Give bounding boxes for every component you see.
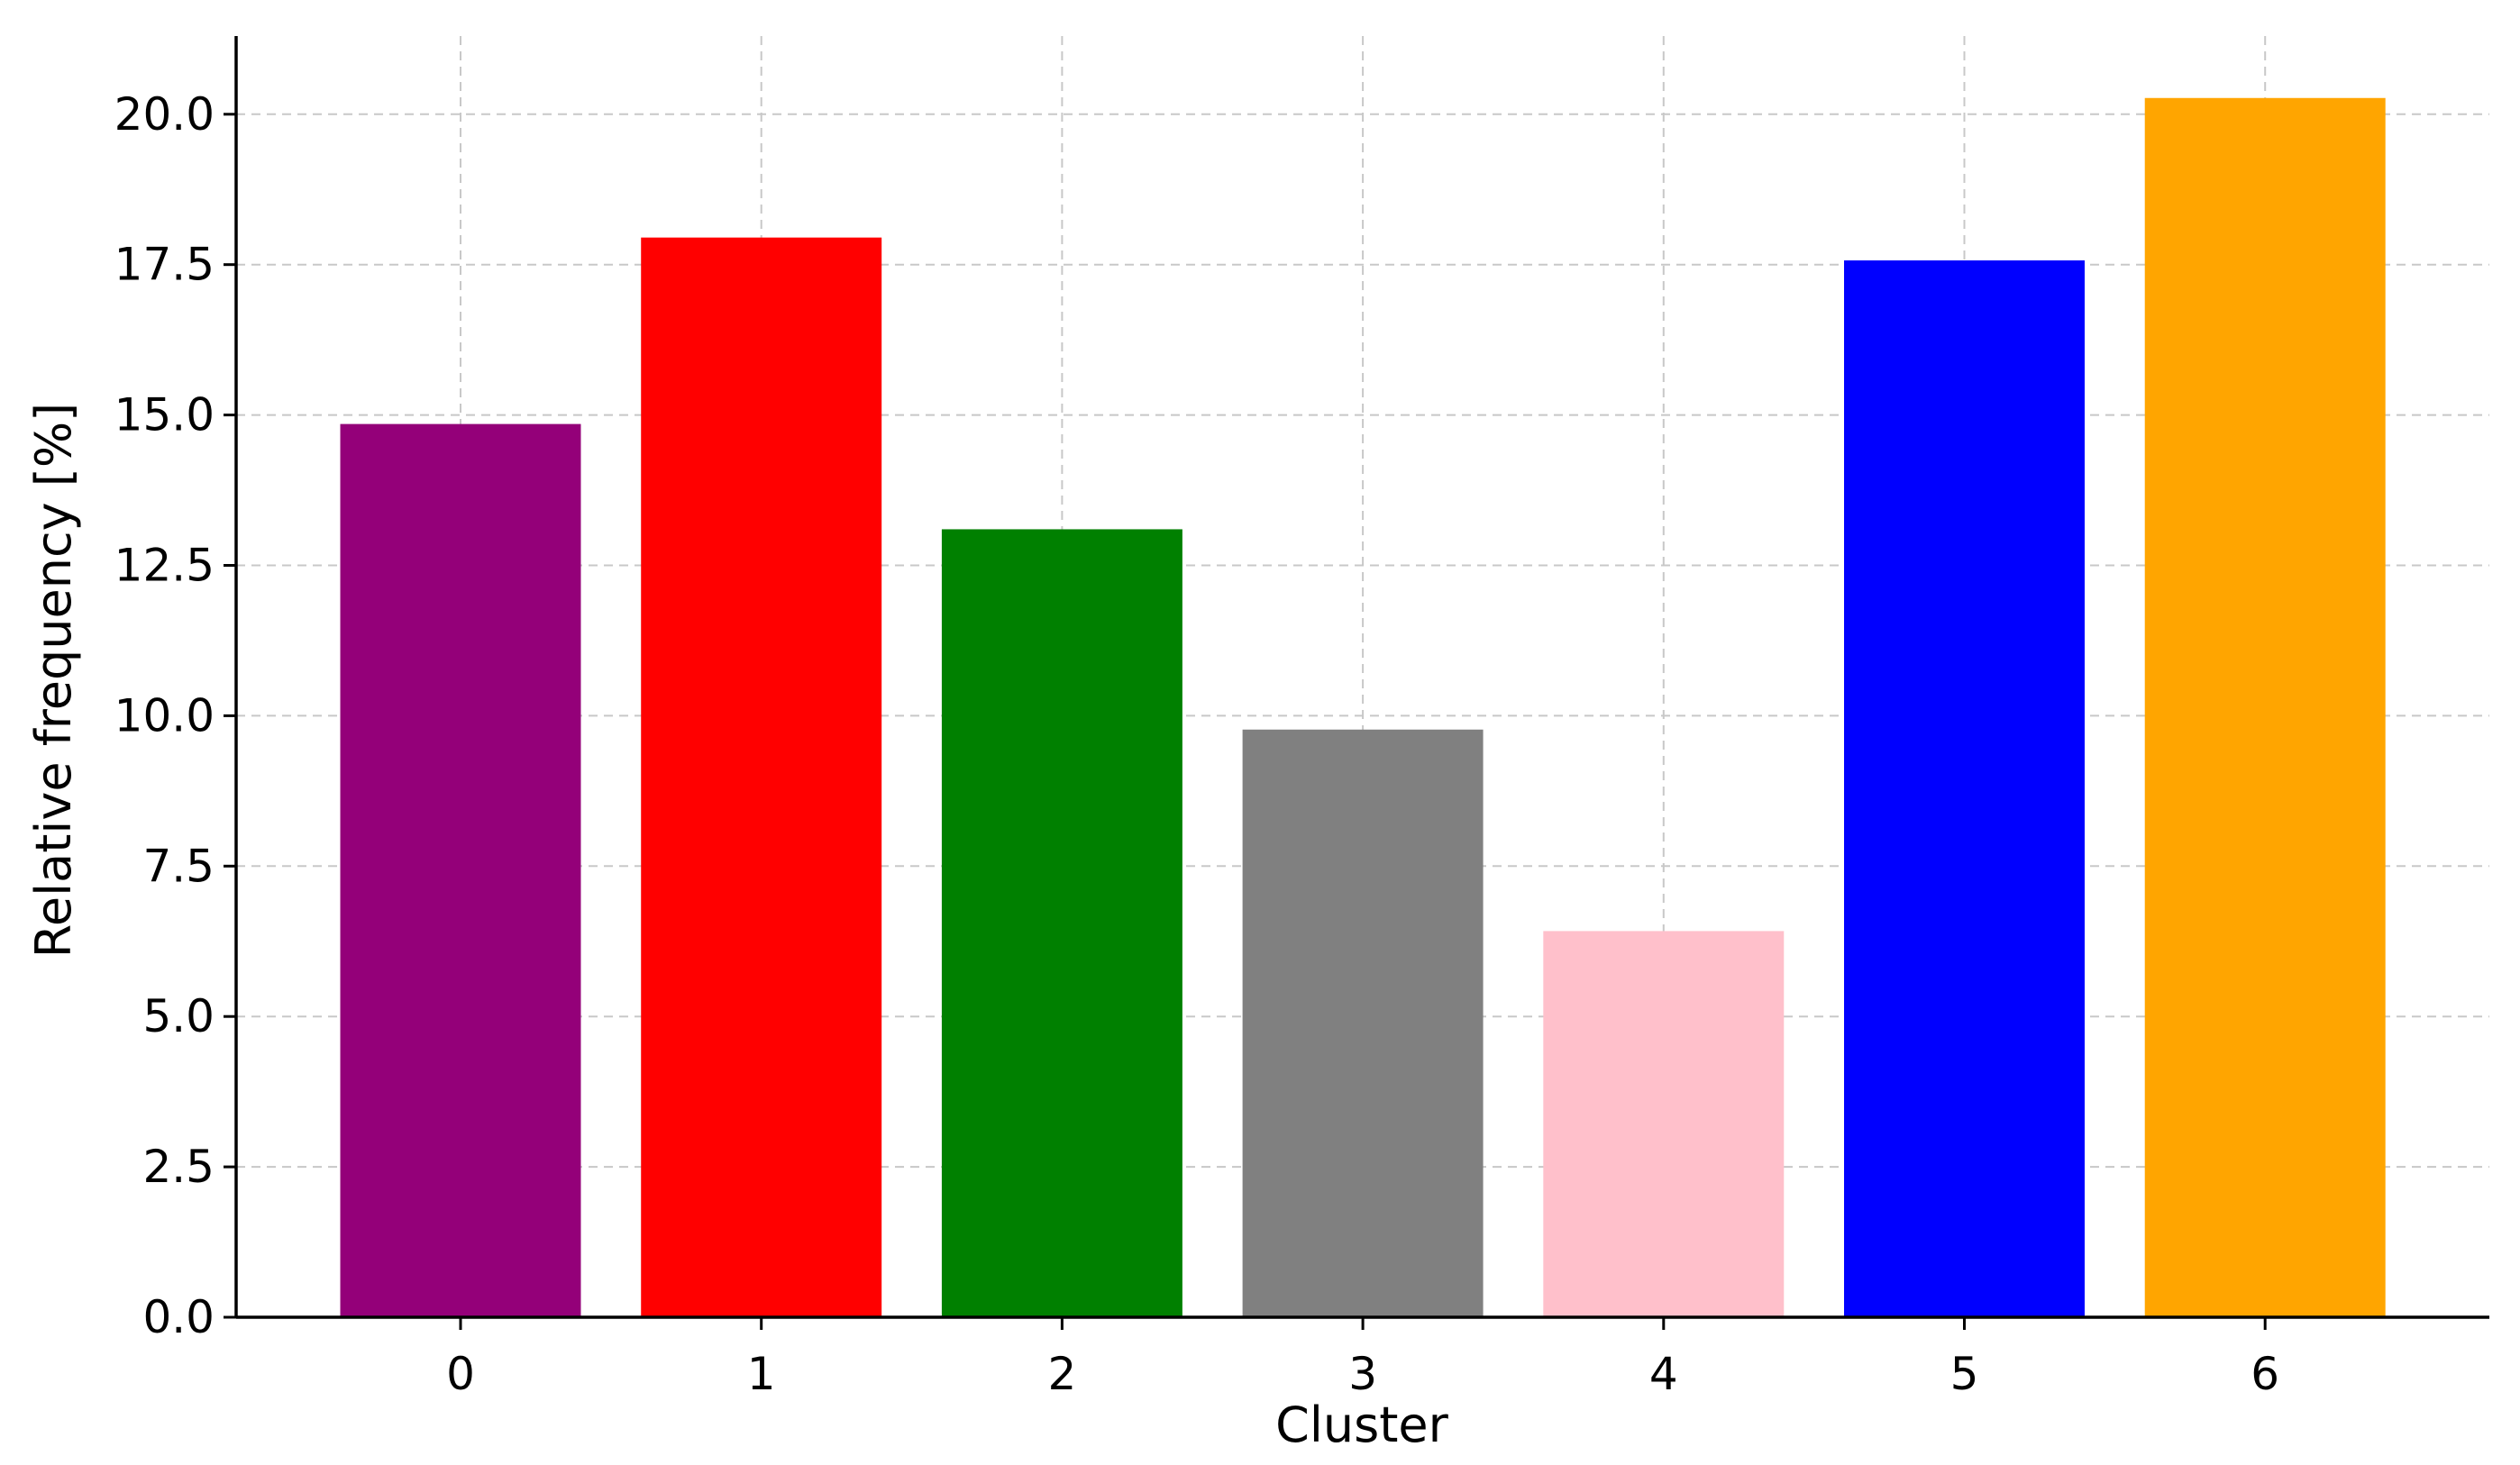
- x-tick-label: 3: [1348, 1348, 1377, 1400]
- x-tick-label: 2: [1047, 1348, 1076, 1400]
- x-tick-label: 5: [1950, 1348, 1979, 1400]
- y-tick-label: 0.0: [142, 1291, 215, 1343]
- y-tick-label: 20.0: [114, 88, 215, 141]
- x-axis-label: Cluster: [1275, 1397, 1448, 1453]
- x-tick-label: 0: [446, 1348, 475, 1400]
- bar-cluster-6: [2144, 97, 2386, 1317]
- y-tick-label: 7.5: [142, 840, 215, 892]
- y-tick-label: 15.0: [114, 389, 215, 441]
- y-tick-label: 17.5: [114, 239, 215, 291]
- x-tick-label: 6: [2251, 1348, 2279, 1400]
- axes: [224, 36, 2489, 1330]
- bar-cluster-3: [1242, 729, 1484, 1317]
- bar-cluster-5: [1844, 260, 2085, 1318]
- y-tick-label: 10.0: [114, 689, 215, 742]
- y-axis-label: Relative frequency [%]: [25, 403, 82, 958]
- bar-cluster-2: [941, 529, 1182, 1317]
- bars: [340, 97, 2386, 1318]
- tick-labels: 0.0 2.5 5.0 7.5 10.0 12.5 15.0 17.5 20.0 0 1 2 3 4 5 6: [114, 88, 2279, 1400]
- x-tick-label: 1: [747, 1348, 776, 1400]
- x-tick-label: 4: [1649, 1348, 1678, 1400]
- bar-cluster-1: [641, 237, 882, 1317]
- y-tick-label: 2.5: [142, 1141, 215, 1193]
- bar-cluster-0: [340, 423, 581, 1318]
- y-tick-label: 5.0: [142, 990, 215, 1042]
- bar-cluster-4: [1543, 931, 1785, 1317]
- y-tick-label: 12.5: [114, 539, 215, 591]
